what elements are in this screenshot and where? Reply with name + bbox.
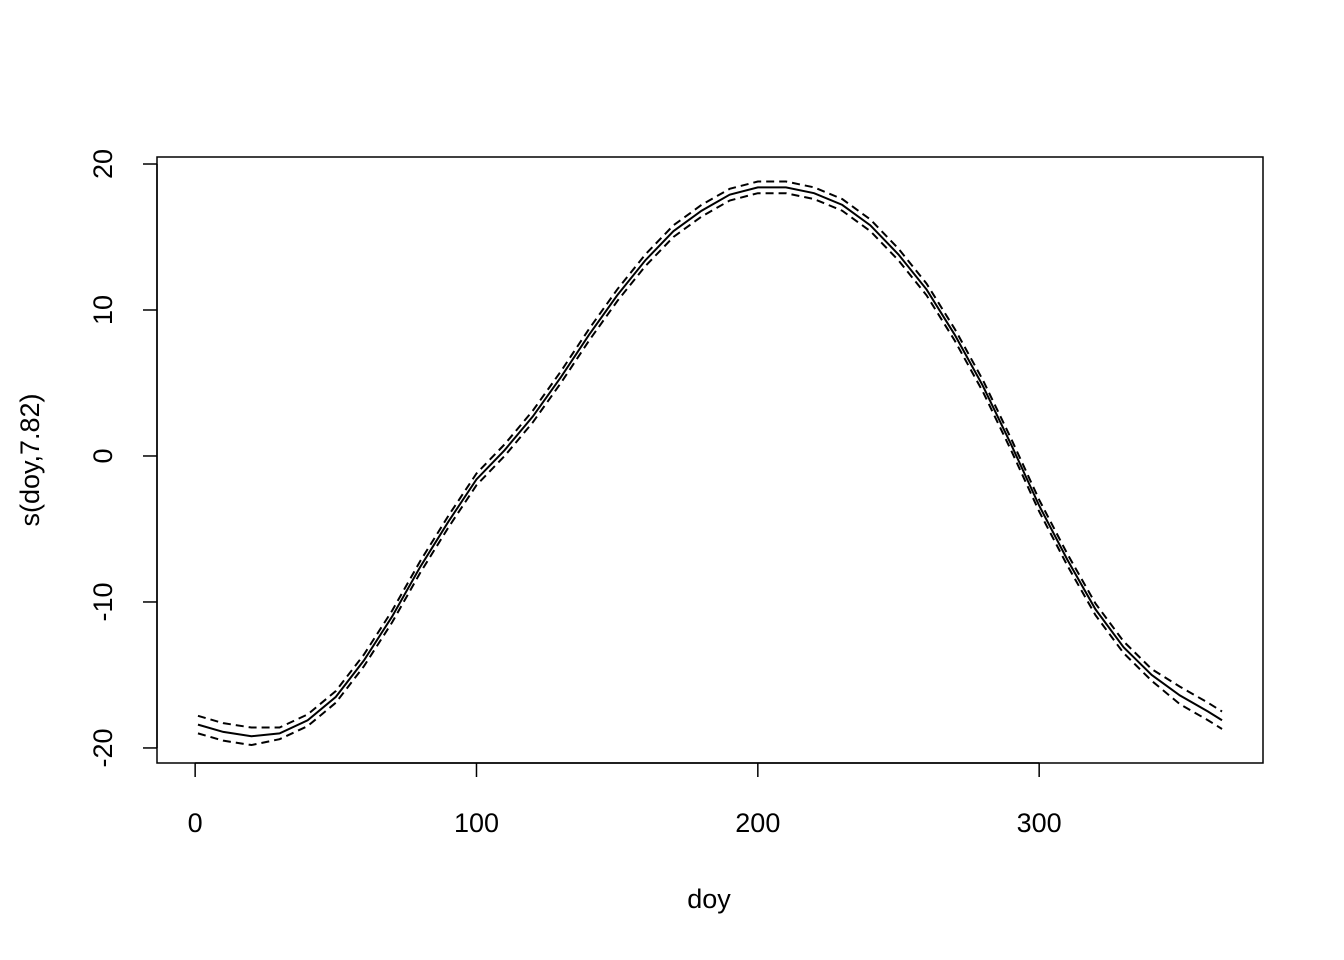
x-tick-label: 0 bbox=[188, 808, 203, 838]
fit-line bbox=[197, 186, 1223, 738]
x-axis-label: doy bbox=[687, 884, 731, 914]
plot-box bbox=[156, 156, 1264, 764]
x-tick-label: 100 bbox=[454, 808, 499, 838]
y-tick-label: 10 bbox=[88, 295, 118, 325]
confidence-line bbox=[197, 192, 1223, 747]
y-tick-label: 20 bbox=[88, 149, 118, 179]
y-axis-label: s(doy,7.82) bbox=[15, 393, 45, 526]
x-tick-label: 300 bbox=[1017, 808, 1062, 838]
y-tick-label: -20 bbox=[88, 728, 118, 767]
confidence-line bbox=[197, 180, 1223, 729]
y-tick-label: -10 bbox=[88, 582, 118, 621]
y-tick-label: 0 bbox=[88, 448, 118, 463]
x-tick-label: 200 bbox=[735, 808, 780, 838]
